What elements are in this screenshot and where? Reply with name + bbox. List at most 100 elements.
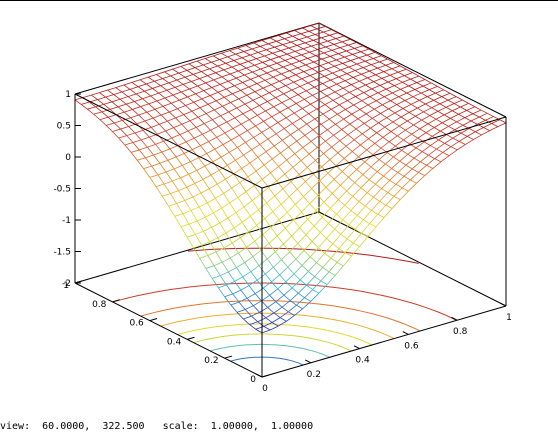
mesh-seg (122, 117, 131, 121)
mesh-seg (288, 47, 296, 52)
mesh-seg (363, 64, 372, 68)
mesh-seg (232, 123, 242, 129)
mesh-seg (270, 219, 280, 228)
mesh-seg (449, 92, 457, 97)
mesh-seg (327, 123, 336, 131)
mesh-seg (249, 156, 259, 164)
mesh-seg (304, 135, 312, 142)
mesh-seg (385, 204, 393, 209)
mesh-seg (330, 248, 340, 259)
mesh-seg (403, 133, 412, 141)
mesh-seg (229, 73, 237, 79)
mesh-seg (336, 213, 344, 221)
mesh-seg (179, 130, 189, 135)
mesh-seg (268, 187, 276, 197)
mesh-seg (385, 88, 393, 94)
mesh-seg (267, 97, 276, 102)
mesh-seg (130, 117, 138, 125)
mesh-seg (370, 122, 379, 129)
mesh-seg (233, 227, 241, 238)
mesh-seg (294, 108, 303, 114)
mesh-seg (270, 56, 279, 60)
mesh-seg (366, 183, 376, 193)
mesh-seg (280, 203, 288, 213)
mesh-seg (315, 34, 322, 39)
mesh-seg (385, 163, 392, 169)
mesh-seg (377, 88, 387, 94)
mesh-seg (254, 87, 264, 92)
mesh-seg (313, 58, 323, 63)
status-bar: view: 60.0000, 322.500 scale: 1.00000, 1… (0, 420, 558, 434)
mesh-seg (122, 120, 129, 127)
mesh-seg (265, 266, 274, 275)
mesh-seg (315, 31, 324, 35)
mesh-seg (300, 30, 310, 35)
mesh-seg (383, 175, 390, 181)
mesh-seg (323, 31, 330, 36)
mesh-seg (322, 257, 332, 268)
surface-plot[interactable]: 10.50-0.5-1-1.5-200.20.40.60.8100.20.40.… (0, 0, 558, 418)
mesh-seg (464, 117, 472, 122)
mesh-seg (223, 193, 231, 204)
mesh-seg (348, 224, 356, 230)
z-tick-label: -1.5 (53, 248, 71, 258)
mesh-seg (216, 96, 225, 102)
mesh-seg (360, 144, 367, 151)
mesh-seg (381, 180, 390, 189)
mesh-seg (132, 142, 140, 151)
mesh-seg (101, 111, 109, 118)
mesh-seg (116, 111, 125, 116)
mesh-seg (266, 258, 274, 268)
box-edge-top-back-right (318, 22, 507, 118)
mesh-seg (265, 110, 273, 117)
mesh-seg (279, 107, 289, 113)
mesh-seg (186, 183, 195, 188)
mesh-seg (379, 81, 389, 86)
mesh-seg (221, 207, 229, 219)
mesh-seg (305, 225, 315, 236)
mesh-seg (408, 182, 417, 192)
mesh-seg (217, 232, 227, 239)
mesh-seg (316, 108, 324, 115)
mesh-seg (214, 148, 222, 158)
mesh-seg (353, 133, 363, 141)
mesh-seg (238, 252, 246, 263)
mesh-seg (175, 156, 183, 166)
mesh-seg (189, 85, 198, 90)
mesh-seg (314, 267, 324, 277)
mesh-seg (351, 84, 358, 89)
mesh-seg (281, 73, 288, 79)
mesh-seg (341, 41, 349, 46)
mesh-seg (318, 95, 328, 101)
mesh-seg (344, 54, 353, 58)
mesh-seg (221, 257, 231, 263)
mesh-seg (400, 112, 410, 118)
mesh-seg (285, 117, 293, 124)
mesh-seg (315, 201, 325, 211)
mesh-seg (342, 84, 352, 89)
mesh-seg (312, 289, 320, 294)
mesh-seg (310, 22, 320, 27)
mesh-seg (341, 163, 351, 172)
mesh-seg (187, 126, 197, 132)
mesh-seg (182, 213, 190, 225)
mesh-seg (348, 169, 357, 178)
mesh-seg (192, 74, 200, 79)
mesh-seg (418, 172, 425, 176)
mesh-seg (185, 101, 194, 106)
mesh-seg (291, 89, 299, 95)
mesh-seg (148, 136, 156, 145)
y-tick-label: 0.6 (129, 319, 144, 329)
mesh-seg (342, 219, 350, 226)
mesh-seg (205, 79, 214, 84)
mesh-seg (228, 107, 238, 113)
mesh-seg (392, 121, 400, 127)
mesh-seg (309, 75, 317, 80)
mesh-seg (351, 246, 360, 257)
mesh-seg (421, 145, 431, 152)
mesh-seg (324, 75, 331, 81)
mesh-seg (247, 170, 257, 178)
mesh-seg (234, 281, 242, 291)
mesh-seg (237, 45, 246, 49)
mesh-seg (275, 133, 283, 141)
